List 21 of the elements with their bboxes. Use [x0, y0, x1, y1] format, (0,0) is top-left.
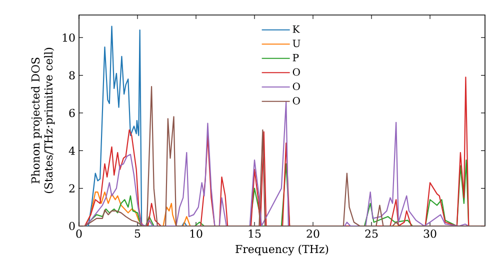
y-tick-label: 4	[68, 146, 75, 155]
y-tick-label: 0	[69, 222, 75, 230]
x-tick-label: 10	[190, 230, 202, 238]
legend-label: O	[292, 68, 300, 76]
y-tick-label: 10	[62, 33, 75, 42]
legend-label: O	[292, 82, 300, 90]
legend-label: U	[292, 40, 300, 48]
x-tick-label: 5	[134, 230, 140, 238]
legend-label: K	[292, 26, 300, 33]
x-tick-label: 0	[76, 230, 82, 238]
x-tick-label: 20	[306, 230, 320, 238]
y-tick-label: 8	[69, 71, 75, 80]
legend-label: P	[292, 54, 299, 62]
x-tick-label: 30	[424, 230, 436, 238]
x-axis-title: Frequency (THz)	[236, 244, 328, 256]
x-tick-label: 25	[365, 230, 378, 238]
legend-label: O	[292, 96, 300, 105]
y-axis-title: Phonon projected DOS (States/THz·primitive cell)	[31, 48, 55, 194]
y-tick-label: 2	[69, 184, 74, 192]
x-tick-label: 15	[248, 230, 261, 238]
y-tick-label: 6	[69, 108, 75, 118]
